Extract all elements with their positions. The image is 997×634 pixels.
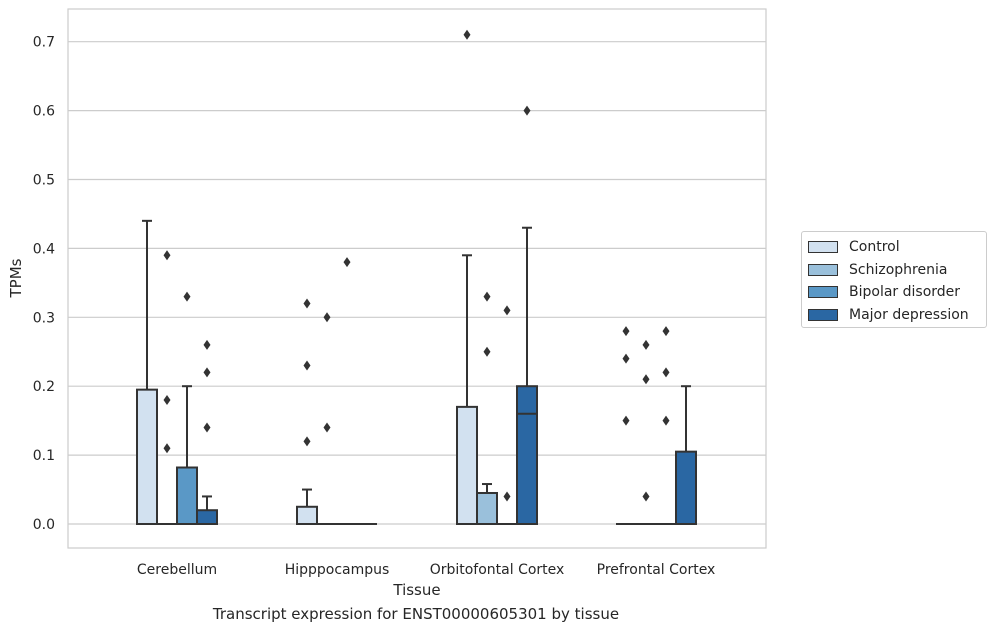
- outlier-point: [662, 367, 670, 378]
- box-series: [136, 29, 697, 526]
- outlier-point: [203, 367, 211, 378]
- outlier-point: [303, 436, 311, 447]
- y-tick-label: 0.6: [33, 104, 55, 120]
- outlier-point: [303, 298, 311, 309]
- box-group: [516, 105, 538, 526]
- outlier-point: [622, 415, 630, 426]
- outlier-point: [343, 257, 351, 268]
- legend-swatch: [808, 286, 838, 299]
- box: [196, 509, 218, 526]
- box-group: [456, 29, 478, 525]
- box-group: [196, 339, 218, 526]
- legend-swatch: [808, 263, 838, 276]
- y-axis-label: TPMs: [7, 258, 25, 298]
- legend-item: Major depression: [808, 304, 986, 327]
- outlier-point: [642, 339, 650, 350]
- box-group: [656, 326, 676, 525]
- legend-item: Control: [808, 236, 986, 259]
- legend-item: Schizophrenia: [808, 259, 986, 282]
- y-tick-label: 0.4: [33, 241, 55, 257]
- box-group: [136, 219, 158, 525]
- box-group: [337, 257, 357, 525]
- y-tick-label: 0.2: [33, 379, 55, 395]
- figure-caption: Transcript expression for ENST0000060530…: [212, 605, 620, 623]
- legend-label: Bipolar disorder: [849, 284, 961, 301]
- x-tick-label: Prefrontal Cortex: [597, 562, 716, 578]
- x-axis-label: Tissue: [392, 581, 440, 599]
- box: [675, 450, 697, 525]
- outlier-point: [163, 394, 171, 405]
- outlier-point: [463, 29, 471, 40]
- outlier-point: [483, 291, 491, 302]
- box-group: [497, 305, 517, 525]
- outlier-point: [323, 312, 331, 323]
- box-group: [636, 339, 656, 525]
- legend: Control Schizophrenia Bipolar disorder Majo…: [801, 231, 987, 328]
- outlier-point: [323, 422, 331, 433]
- box-group: [317, 312, 337, 525]
- y-tick-label: 0.7: [33, 35, 55, 51]
- legend-label: Schizophrenia: [849, 261, 948, 278]
- y-tick-label: 0.5: [33, 173, 55, 189]
- outlier-point: [662, 415, 670, 426]
- box: [176, 466, 198, 526]
- plot-area-frame: [67, 8, 767, 549]
- outlier-point: [662, 326, 670, 337]
- legend-swatch: [808, 308, 838, 321]
- outlier-point: [642, 374, 650, 385]
- box-group: [157, 250, 177, 525]
- x-axis-ticks: Cerebellum Hipppocampus Orbitofontal Corte…: [137, 562, 715, 578]
- legend-label: Control: [849, 239, 900, 256]
- x-tick-label: Orbitofontal Cortex: [430, 562, 565, 578]
- outlier-point: [183, 291, 191, 302]
- y-tick-label: 0.1: [33, 448, 55, 464]
- box: [476, 491, 498, 525]
- outlier-point: [163, 250, 171, 261]
- outlier-point: [503, 305, 511, 316]
- outlier-point: [622, 353, 630, 364]
- outlier-point: [203, 422, 211, 433]
- outlier-point: [523, 105, 531, 116]
- y-axis-ticks: 0.0 0.1 0.2 0.3 0.4 0.5 0.6 0.7: [33, 35, 55, 533]
- x-tick-label: Cerebellum: [137, 562, 217, 578]
- legend-item: Bipolar disorder: [808, 281, 986, 304]
- box: [136, 388, 158, 525]
- y-tick-label: 0.3: [33, 310, 55, 326]
- box-group: [296, 298, 318, 525]
- outlier-point: [642, 491, 650, 502]
- legend-label: Major depression: [849, 306, 969, 323]
- box-group: [176, 291, 198, 526]
- box-group: [675, 385, 697, 525]
- box: [516, 385, 538, 526]
- box-group: [616, 326, 636, 525]
- outlier-point: [622, 326, 630, 337]
- y-tick-label: 0.0: [33, 517, 55, 533]
- box-group: [476, 291, 498, 525]
- outlier-point: [303, 360, 311, 371]
- box: [296, 505, 318, 525]
- outlier-point: [483, 346, 491, 357]
- box-plot-chart: 0.0 0.1 0.2 0.3 0.4 0.5 0.6 0.7 Cerebellum Hippp…: [7, 8, 767, 599]
- legend-swatch: [808, 241, 838, 254]
- outlier-point: [203, 339, 211, 350]
- box: [456, 405, 478, 525]
- outlier-point: [163, 443, 171, 454]
- x-tick-label: Hipppocampus: [285, 562, 390, 578]
- outlier-point: [503, 491, 511, 502]
